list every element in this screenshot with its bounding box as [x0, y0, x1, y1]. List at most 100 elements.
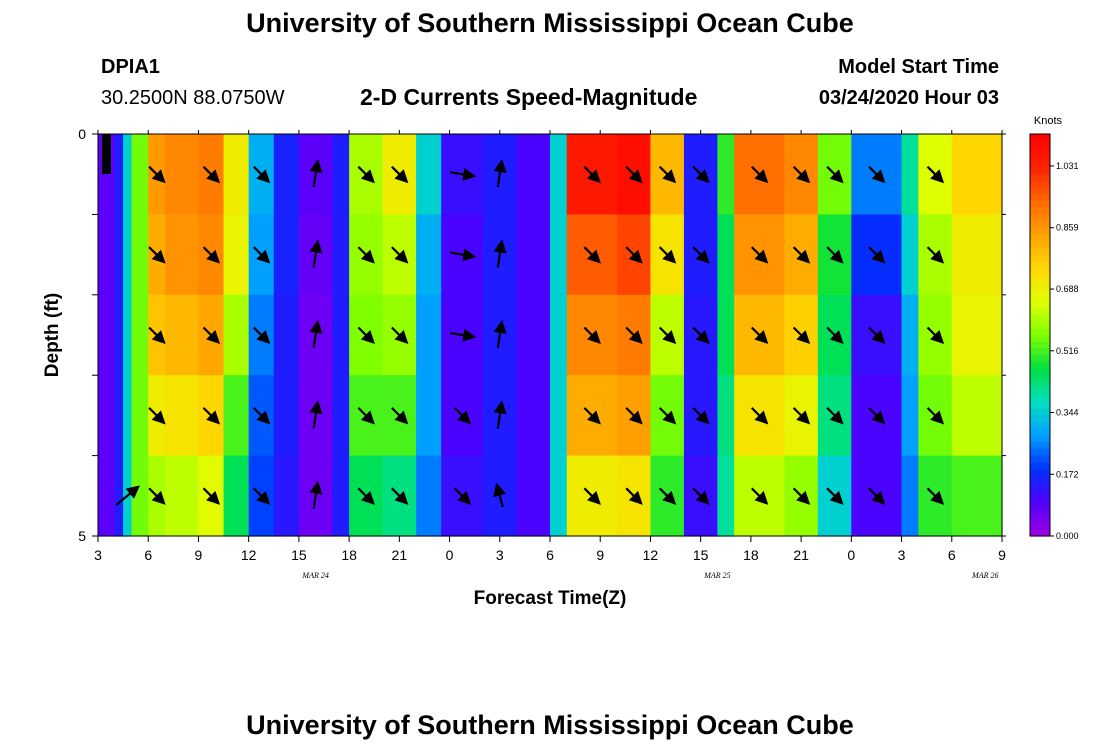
heatmap-cell — [951, 214, 1003, 296]
heatmap-cell — [131, 375, 149, 457]
heatmap-cell — [717, 134, 735, 215]
y-tick-label: 0 — [78, 126, 86, 142]
colorbar-segment — [1030, 529, 1050, 537]
current-arrow — [252, 165, 271, 184]
current-arrow — [692, 487, 710, 505]
current-arrow — [926, 487, 945, 505]
colorbar-segment — [1030, 308, 1050, 316]
x-axis: 3 6 9 12 15 18 21 0 3 6 9 12 15 18 21 0 3 6 9 MAR 24 MAR 25 M… — [94, 130, 1006, 580]
colorbar-segment — [1030, 314, 1050, 323]
heatmap-cell — [164, 375, 200, 457]
colorbar-segment — [1030, 475, 1050, 483]
heatmap-cell — [550, 134, 568, 215]
x-tick-label: 12 — [643, 547, 659, 563]
x-tick-label: 3 — [496, 547, 504, 563]
current-arrow — [357, 326, 375, 345]
current-arrow — [252, 246, 271, 264]
colorbar-segment — [1030, 301, 1050, 309]
colorbar-segment — [1030, 147, 1050, 155]
current-arrow — [625, 326, 643, 345]
colorbar-segment — [1030, 462, 1050, 470]
heatmap-cell — [416, 294, 442, 376]
current-arrow — [792, 165, 811, 184]
current-arrow — [750, 326, 769, 345]
colorbar-tick-label: 0.000 — [1056, 531, 1079, 541]
current-arrow — [826, 487, 844, 505]
heatmap-cell — [273, 375, 300, 457]
heatmap-cell — [123, 214, 133, 296]
heatmap-cell — [98, 214, 116, 296]
current-arrow — [926, 326, 945, 345]
heatmap-cell — [114, 214, 124, 296]
current-arrow — [391, 326, 409, 345]
current-arrow — [148, 165, 166, 184]
current-arrow — [493, 482, 507, 508]
current-arrow — [750, 407, 769, 425]
heatmap-cell — [516, 294, 551, 376]
colorbar-segment — [1030, 274, 1050, 282]
current-arrow — [826, 165, 844, 184]
colorbar-segment — [1030, 408, 1050, 416]
colorbar-segment — [1030, 254, 1050, 262]
current-arrow — [583, 326, 601, 345]
heatmap-cell — [550, 294, 568, 376]
current-arrow — [449, 328, 477, 342]
heatmap-cell — [164, 214, 200, 296]
colorbar-segment — [1030, 288, 1050, 296]
y-axis-label: Depth (ft) — [42, 293, 63, 377]
current-arrow — [309, 480, 323, 509]
colorbar-segment — [1030, 294, 1050, 303]
current-arrow — [309, 319, 323, 349]
heatmap-cell — [901, 375, 919, 457]
current-arrow — [826, 246, 844, 264]
current-arrow — [148, 246, 166, 264]
colorbar-segment — [1030, 489, 1050, 497]
current-arrow — [493, 400, 507, 429]
heatmap-cells — [98, 134, 1003, 537]
colorbar-segment — [1030, 227, 1050, 236]
current-arrow — [868, 165, 886, 184]
x-tick-label: 3 — [94, 547, 102, 563]
colorbar-segment — [1030, 221, 1050, 229]
colorbar-segment — [1030, 509, 1050, 517]
current-arrow — [658, 407, 677, 425]
heatmap-cell — [223, 455, 250, 537]
current-arrow — [357, 407, 375, 425]
colorbar-segment — [1030, 361, 1050, 370]
x-tick-label: 15 — [291, 547, 307, 563]
x-tick-label: 3 — [898, 547, 906, 563]
heatmap-cell — [550, 455, 568, 537]
heatmap-cell — [516, 375, 551, 457]
current-arrow — [493, 319, 507, 349]
colorbar-segment — [1030, 167, 1050, 175]
x-axis-label: Forecast Time(Z) — [474, 588, 627, 609]
colorbar: 1.031 0.859 0.688 0.516 0.344 0.172 0.000 — [1029, 133, 1079, 541]
heatmap-cell — [901, 214, 919, 296]
colorbar-segment — [1030, 442, 1050, 450]
current-arrow — [309, 239, 323, 268]
station-id: DPIA1 — [101, 56, 160, 78]
heatmap-cell — [416, 134, 442, 215]
colorbar-segment — [1030, 402, 1050, 410]
heatmap-cell — [131, 214, 149, 296]
footer-title: University of Southern Mississippi Ocean… — [246, 710, 854, 740]
x-tick-label: 9 — [596, 547, 604, 563]
current-arrow — [449, 167, 477, 181]
current-arrow — [357, 246, 375, 264]
heatmap-cell — [901, 455, 919, 537]
current-arrow — [309, 400, 323, 429]
x-tick-label: 21 — [793, 547, 809, 563]
colorbar-segment — [1030, 180, 1050, 189]
colorbar-segment — [1030, 381, 1050, 390]
colorbar-segment — [1030, 522, 1050, 530]
current-arrow — [202, 165, 221, 184]
current-arrow — [926, 407, 945, 425]
x-tick-label: 12 — [241, 547, 257, 563]
colorbar-segment — [1030, 388, 1050, 396]
y-axis: 05 — [78, 126, 1006, 544]
colorbar-segment — [1030, 214, 1050, 222]
current-arrows — [115, 159, 945, 509]
current-arrow — [750, 487, 769, 505]
current-arrow — [449, 248, 477, 262]
heatmap-cell — [951, 294, 1003, 376]
